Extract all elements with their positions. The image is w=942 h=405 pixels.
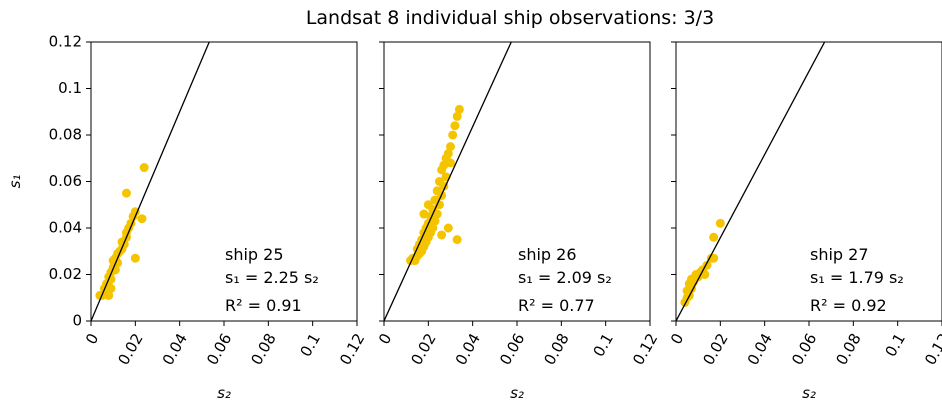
annotation: R² = 0.91 (225, 296, 302, 315)
point (448, 130, 458, 140)
plot-area (676, 42, 826, 321)
x-tick-label: 0.04 (744, 330, 776, 368)
point (452, 235, 462, 245)
point (430, 216, 440, 226)
x-tick-label: 0.08 (247, 330, 279, 368)
point (687, 283, 697, 293)
point (452, 111, 462, 121)
annotation: s₁ = 1.79 s₂ (810, 268, 904, 287)
y-tick-label: 0.02 (49, 265, 82, 283)
point (130, 253, 140, 263)
point (428, 223, 438, 233)
x-axis-label: s₂ (510, 384, 524, 402)
plot-area (91, 42, 210, 321)
x-tick-label: 0.04 (159, 330, 191, 368)
y-axis-label: s₁ (6, 175, 24, 189)
point (437, 230, 447, 240)
annotation: ship 25 (225, 245, 284, 264)
point (419, 209, 429, 219)
point (104, 290, 114, 300)
x-tick-label: 0.02 (114, 330, 146, 368)
y-tick-label: 0.04 (49, 219, 82, 237)
point (454, 104, 464, 114)
point (137, 214, 147, 224)
x-tick-label: 0.04 (452, 330, 484, 368)
point (715, 218, 725, 228)
x-tick-label: 0.1 (882, 330, 910, 360)
annotation: R² = 0.77 (518, 296, 595, 315)
fit-line (676, 42, 826, 321)
x-tick-label: 0.08 (540, 330, 572, 368)
y-tick-label: 0.1 (58, 79, 82, 97)
point (446, 142, 455, 152)
annotation: ship 26 (518, 245, 577, 264)
x-tick-label: 0.12 (629, 330, 661, 368)
point (446, 158, 455, 168)
annotation: ship 27 (810, 245, 869, 264)
y-tick-label: 0.08 (49, 126, 82, 144)
x-tick-label: 0 (375, 330, 395, 347)
point (434, 200, 444, 210)
point (106, 283, 116, 293)
y-tick-label: 0 (72, 312, 82, 330)
point (443, 223, 453, 233)
x-tick-label: 0 (667, 330, 687, 347)
x-tick-label: 0.06 (496, 330, 528, 368)
y-tick-label: 0.06 (49, 172, 82, 190)
annotation: R² = 0.92 (810, 296, 887, 315)
x-axis-label: s₂ (217, 384, 231, 402)
point (121, 188, 131, 198)
point (432, 209, 442, 219)
annotation: s₁ = 2.25 s₂ (225, 268, 319, 287)
y-tick-label: 0.12 (49, 33, 82, 51)
x-tick-label: 0.1 (590, 330, 618, 360)
fit-line (384, 42, 512, 321)
x-tick-label: 0.06 (788, 330, 820, 368)
point (443, 149, 453, 159)
fit-line (91, 42, 210, 321)
x-tick-label: 0.02 (699, 330, 731, 368)
x-tick-label: 0.12 (336, 330, 368, 368)
x-tick-label: 0.06 (203, 330, 235, 368)
x-tick-label: 0.1 (297, 330, 325, 360)
point (700, 270, 710, 279)
x-tick-label: 0 (82, 330, 102, 347)
point (709, 232, 719, 242)
x-tick-label: 0.02 (407, 330, 439, 368)
point (139, 163, 149, 173)
x-tick-label: 0.08 (832, 330, 864, 368)
figure-title: Landsat 8 individual ship observations: … (306, 7, 714, 29)
point (106, 274, 116, 284)
point (709, 253, 719, 263)
annotation: s₁ = 2.09 s₂ (518, 268, 612, 287)
x-axis-label: s₂ (802, 384, 816, 402)
x-tick-label: 0.12 (921, 330, 942, 368)
point (450, 121, 460, 131)
plot-area (384, 42, 512, 321)
point (423, 200, 433, 210)
